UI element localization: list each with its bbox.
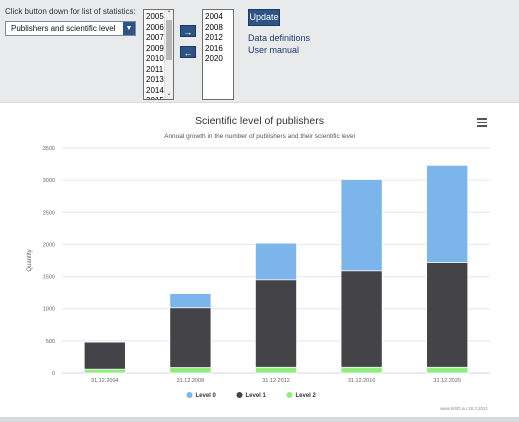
- x-tick-label: 31.12.2012: [262, 378, 290, 384]
- y-tick-label: 0: [52, 371, 55, 377]
- bar-level-1[interactable]: [169, 307, 212, 368]
- chart-panel: 0 500 1000 1500 2000 2500 3000 3500 Quantity 31.1…: [0, 103, 519, 417]
- statistics-dropdown-value: Publishers and scientific level: [11, 24, 116, 33]
- scroll-up-icon[interactable]: ⌃: [166, 11, 172, 17]
- y-tick-label: 2000: [43, 242, 55, 248]
- available-year-option[interactable]: 2009: [146, 43, 164, 53]
- bar-level-2[interactable]: [83, 368, 126, 374]
- bar-level-0[interactable]: [255, 242, 297, 281]
- arrow-left-icon: ←: [183, 48, 193, 58]
- bar-level-2[interactable]: [340, 366, 383, 374]
- move-left-button[interactable]: ←: [180, 46, 196, 58]
- move-right-button[interactable]: →: [180, 25, 196, 37]
- chart-title: Scientific level of publishers: [195, 115, 324, 127]
- bar-level-0[interactable]: [169, 293, 212, 309]
- y-axis-label: Quantity: [27, 249, 33, 271]
- chevron-down-icon[interactable]: ▼: [123, 22, 135, 35]
- bar-level-2[interactable]: [255, 366, 297, 374]
- available-year-option[interactable]: 2006: [146, 22, 164, 32]
- selected-years-list[interactable]: 2004 2008 2012 2016 2020: [202, 9, 234, 100]
- bar-level-2[interactable]: [169, 367, 212, 374]
- available-year-option[interactable]: 2007: [146, 33, 164, 42]
- available-year-option[interactable]: 2015: [144, 96, 173, 99]
- available-years-list[interactable]: 200520062007200920102011201320142015 ⌃ ⌄: [143, 9, 174, 100]
- bar-level-1[interactable]: [255, 279, 297, 368]
- scroll-down-icon[interactable]: ⌄: [166, 91, 172, 97]
- selected-year-option[interactable]: 2012: [205, 33, 223, 42]
- legend-marker[interactable]: [236, 392, 243, 398]
- bar-level-1[interactable]: [83, 341, 126, 370]
- statistics-hint: Click button down for list of statistics…: [5, 7, 136, 16]
- chart: 0 500 1000 1500 2000 2500 3000 3500 Quantity 31.1…: [27, 146, 490, 399]
- y-tick-label: 3000: [43, 178, 55, 184]
- available-year-option[interactable]: 2013: [146, 75, 164, 84]
- chart-credits[interactable]: www.NSD.no 18.2.2021: [440, 406, 488, 411]
- controls-panel: Click button down for list of statistics…: [0, 0, 519, 102]
- bar-level-0[interactable]: [340, 179, 383, 272]
- y-tick-label: 2500: [43, 210, 55, 216]
- legend-marker[interactable]: [286, 392, 293, 398]
- legend-marker[interactable]: [186, 392, 193, 398]
- selected-year-option[interactable]: 2020: [205, 54, 223, 63]
- y-tick-label: 500: [46, 339, 55, 345]
- x-tick-label: 31.12.2004: [91, 378, 119, 384]
- bar-level-0[interactable]: [426, 165, 469, 263]
- available-years-scrollbar[interactable]: ⌃ ⌄: [164, 10, 173, 99]
- selected-year-option[interactable]: 2008: [205, 22, 223, 32]
- selected-year-option[interactable]: 2016: [205, 43, 223, 53]
- y-tick-label: 1000: [43, 307, 55, 313]
- scrollbar-thumb[interactable]: [166, 20, 172, 60]
- available-year-option[interactable]: 2014: [146, 85, 164, 95]
- statistics-dropdown[interactable]: Publishers and scientific level ▼: [5, 21, 136, 36]
- available-year-option[interactable]: 2005: [146, 12, 164, 21]
- legend-item[interactable]: Level 2: [296, 393, 317, 399]
- legend-item[interactable]: Level 0: [196, 393, 217, 399]
- selected-year-option[interactable]: 2004: [205, 12, 223, 21]
- hamburger-menu-icon[interactable]: [477, 118, 487, 127]
- bar-level-2[interactable]: [426, 366, 469, 374]
- x-tick-label: 31.12.2008: [177, 378, 205, 384]
- legend-item[interactable]: Level 1: [246, 393, 267, 399]
- y-tick-label: 1500: [43, 275, 55, 281]
- user-manual-link[interactable]: User manual: [248, 45, 300, 55]
- available-year-option[interactable]: 2011: [146, 64, 164, 74]
- y-tick-label: 3500: [43, 146, 55, 152]
- bar-level-1[interactable]: [340, 270, 383, 368]
- arrow-right-icon: →: [183, 27, 193, 37]
- bar-level-1[interactable]: [426, 262, 469, 368]
- x-tick-label: 31.12.2016: [348, 378, 376, 384]
- x-tick-label: 31.12.2020: [433, 378, 461, 384]
- chart-subtitle: Annual growth in the number of publisher…: [164, 133, 355, 140]
- available-year-option[interactable]: 2010: [146, 54, 164, 63]
- update-button[interactable]: Update: [248, 9, 280, 26]
- data-definitions-link[interactable]: Data definitions: [248, 33, 311, 43]
